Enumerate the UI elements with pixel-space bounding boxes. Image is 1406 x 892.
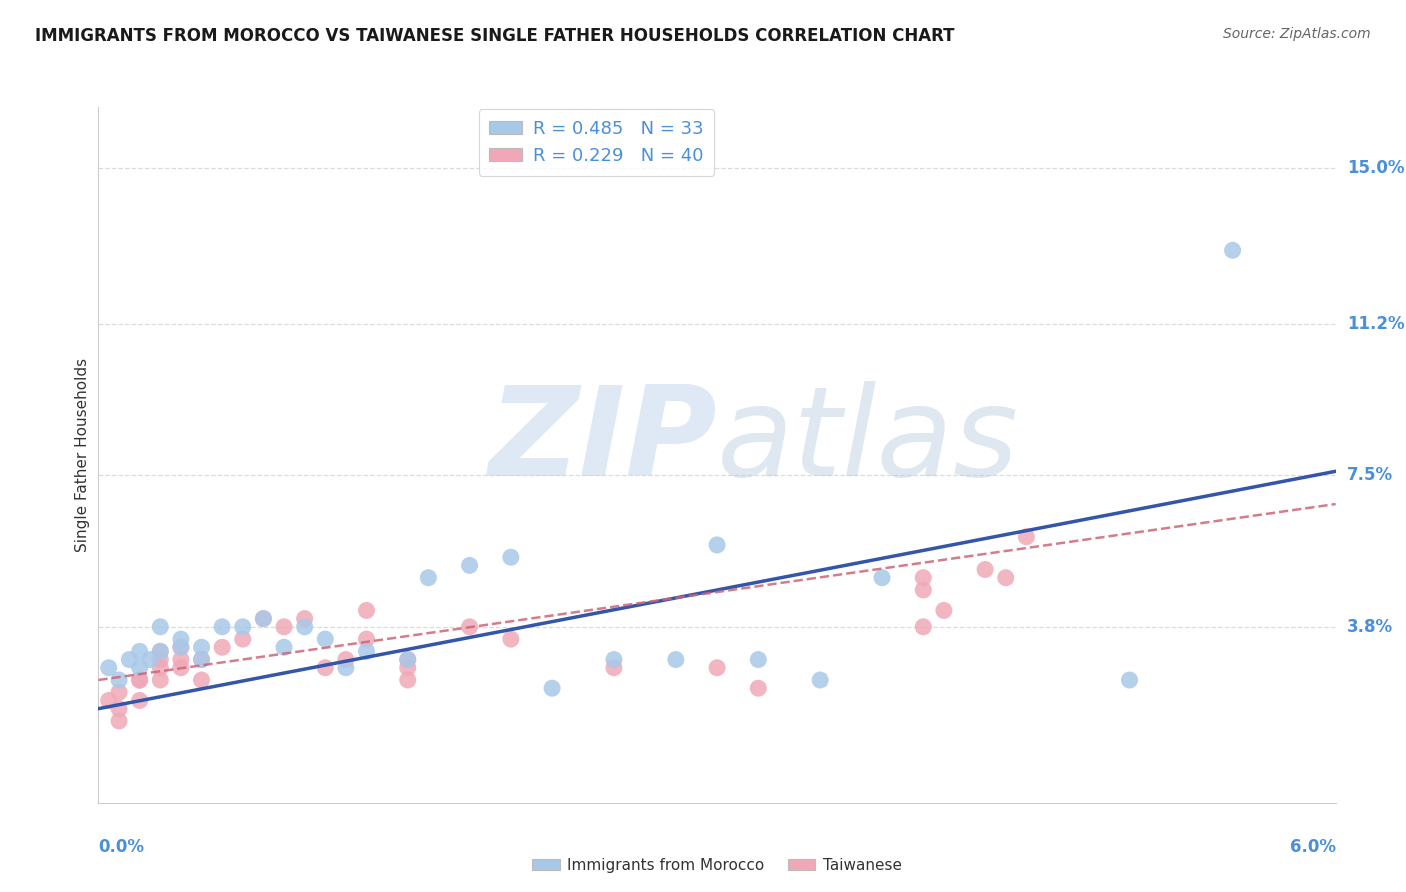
Point (314, 632, 336, 646)
Text: 11.2%: 11.2% (1347, 315, 1405, 333)
Point (294, 620, 316, 634)
Point (541, 681, 564, 696)
Text: 15.0%: 15.0% (1347, 160, 1405, 178)
Point (128, 673, 150, 687)
Text: 3.8%: 3.8% (1347, 618, 1393, 636)
Point (706, 538, 728, 552)
Point (870, 571, 893, 585)
Point (170, 640, 193, 655)
Point (747, 681, 769, 696)
Point (603, 652, 626, 666)
Point (190, 673, 212, 687)
Text: 6.0%: 6.0% (1289, 838, 1336, 856)
Point (190, 652, 212, 666)
Point (499, 632, 522, 646)
Point (97, 693, 120, 707)
Point (808, 673, 831, 687)
Point (190, 652, 212, 666)
Point (273, 620, 295, 634)
Point (912, 582, 935, 597)
Point (499, 550, 522, 565)
Point (211, 640, 233, 655)
Legend: Immigrants from Morocco, Taiwanese: Immigrants from Morocco, Taiwanese (526, 852, 908, 879)
Point (252, 612, 274, 626)
Point (128, 661, 150, 675)
Point (97, 661, 120, 675)
Point (232, 632, 254, 646)
Point (108, 701, 131, 715)
Text: ZIP: ZIP (488, 381, 717, 501)
Point (252, 612, 274, 626)
Point (396, 673, 419, 687)
Point (335, 652, 357, 666)
Point (314, 661, 336, 675)
Point (665, 652, 688, 666)
Point (128, 673, 150, 687)
Point (396, 661, 419, 675)
Text: 7.5%: 7.5% (1347, 467, 1393, 484)
Point (335, 661, 357, 675)
Point (170, 652, 193, 666)
Point (1118, 673, 1140, 687)
Point (170, 632, 193, 646)
Point (149, 661, 172, 675)
Point (170, 640, 193, 655)
Point (458, 620, 481, 634)
Point (396, 652, 419, 666)
Point (118, 652, 141, 666)
Y-axis label: Single Father Households: Single Father Households (75, 358, 90, 552)
Point (211, 620, 233, 634)
Point (603, 661, 626, 675)
Point (1015, 530, 1038, 544)
Point (139, 652, 162, 666)
Point (396, 652, 419, 666)
Text: atlas: atlas (717, 381, 1019, 501)
Point (149, 644, 172, 658)
Point (128, 644, 150, 658)
Point (418, 571, 440, 585)
Point (994, 571, 1017, 585)
Point (1222, 244, 1244, 258)
Text: IMMIGRANTS FROM MOROCCO VS TAIWANESE SINGLE FATHER HOUSEHOLDS CORRELATION CHART: IMMIGRANTS FROM MOROCCO VS TAIWANESE SIN… (35, 27, 955, 45)
Point (706, 661, 728, 675)
Point (356, 632, 378, 646)
Point (458, 558, 481, 573)
Point (108, 714, 131, 728)
Point (356, 644, 378, 658)
Point (912, 571, 935, 585)
Point (170, 661, 193, 675)
Point (149, 652, 172, 666)
Point (149, 644, 172, 658)
Point (273, 640, 295, 655)
Point (974, 562, 997, 576)
Point (912, 620, 935, 634)
Point (356, 603, 378, 617)
Text: Source: ZipAtlas.com: Source: ZipAtlas.com (1223, 27, 1371, 41)
Point (128, 693, 150, 707)
Point (747, 652, 769, 666)
Point (190, 640, 212, 655)
Point (149, 620, 172, 634)
Point (294, 612, 316, 626)
Text: 0.0%: 0.0% (98, 838, 145, 856)
Point (932, 603, 955, 617)
Point (149, 673, 172, 687)
Point (108, 685, 131, 699)
Point (232, 620, 254, 634)
Point (108, 673, 131, 687)
